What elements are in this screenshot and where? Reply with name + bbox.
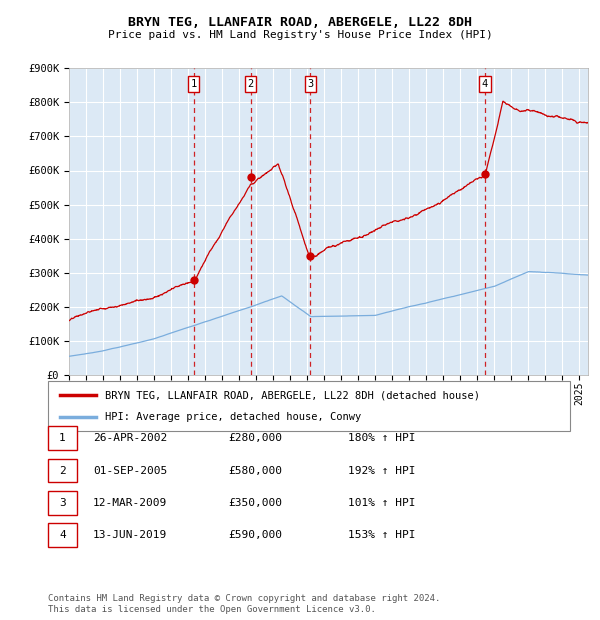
- Text: £280,000: £280,000: [228, 433, 282, 443]
- Text: 1: 1: [59, 433, 66, 443]
- Text: £350,000: £350,000: [228, 498, 282, 508]
- Text: Contains HM Land Registry data © Crown copyright and database right 2024.
This d: Contains HM Land Registry data © Crown c…: [48, 595, 440, 614]
- Text: 3: 3: [307, 79, 314, 89]
- Text: 192% ↑ HPI: 192% ↑ HPI: [348, 466, 415, 476]
- Text: BRYN TEG, LLANFAIR ROAD, ABERGELE, LL22 8DH: BRYN TEG, LLANFAIR ROAD, ABERGELE, LL22 …: [128, 16, 472, 29]
- Text: 13-JUN-2019: 13-JUN-2019: [93, 530, 167, 540]
- Text: 153% ↑ HPI: 153% ↑ HPI: [348, 530, 415, 540]
- Text: BRYN TEG, LLANFAIR ROAD, ABERGELE, LL22 8DH (detached house): BRYN TEG, LLANFAIR ROAD, ABERGELE, LL22 …: [105, 390, 480, 400]
- Text: HPI: Average price, detached house, Conwy: HPI: Average price, detached house, Conw…: [105, 412, 361, 422]
- Text: 2: 2: [247, 79, 254, 89]
- Text: 01-SEP-2005: 01-SEP-2005: [93, 466, 167, 476]
- Text: 180% ↑ HPI: 180% ↑ HPI: [348, 433, 415, 443]
- Text: £580,000: £580,000: [228, 466, 282, 476]
- Text: 1: 1: [190, 79, 197, 89]
- Text: 4: 4: [59, 530, 66, 540]
- Text: 3: 3: [59, 498, 66, 508]
- Text: £590,000: £590,000: [228, 530, 282, 540]
- Text: 26-APR-2002: 26-APR-2002: [93, 433, 167, 443]
- Text: 101% ↑ HPI: 101% ↑ HPI: [348, 498, 415, 508]
- Text: 12-MAR-2009: 12-MAR-2009: [93, 498, 167, 508]
- Text: 2: 2: [59, 466, 66, 476]
- Text: Price paid vs. HM Land Registry's House Price Index (HPI): Price paid vs. HM Land Registry's House …: [107, 30, 493, 40]
- Text: 4: 4: [482, 79, 488, 89]
